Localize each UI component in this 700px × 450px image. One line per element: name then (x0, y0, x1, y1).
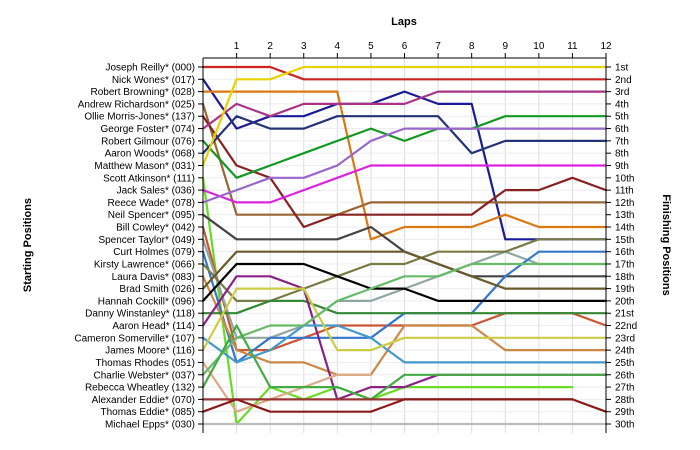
starting-position-label: Michael Epps* (030) (105, 420, 195, 431)
series-line-21 (201, 299, 608, 315)
finishing-position-label: 11th (615, 186, 634, 197)
finishing-position-label: 2nd (615, 75, 632, 86)
finishing-position-label: 7th (615, 136, 629, 147)
starting-position-label: Nick Wones* (017) (112, 75, 195, 86)
series-line-26 (201, 262, 608, 376)
series-layer (201, 65, 608, 426)
starting-position-label: Thomas Rhodes (051) (96, 358, 196, 369)
series-line-4 (201, 102, 608, 216)
finishing-position-label: 22nd (615, 321, 637, 332)
series-line-18 (201, 275, 608, 376)
series-line-20 (201, 262, 608, 302)
series-line-10 (201, 176, 574, 426)
starting-position-label: Robert Browning* (028) (91, 87, 196, 98)
starting-position-label: Bill Cowley* (042) (116, 223, 195, 234)
finishing-position-label: 24th (615, 346, 634, 357)
series-line-9 (201, 65, 608, 167)
finishing-position-label: 6th (615, 124, 629, 135)
x-tick-label: 12 (600, 41, 612, 52)
finishing-position-label: 8th (615, 149, 629, 160)
finishing-position-label: 19th (615, 284, 634, 295)
finishing-position-label: 1st (615, 63, 629, 74)
starting-position-label: Robert Gilmour (076) (101, 136, 195, 147)
x-tick-label: 4 (335, 41, 341, 52)
finishing-position-label: 15th (615, 235, 634, 246)
starting-position-label: Thomas Eddie* (085) (101, 407, 196, 418)
series-line-29 (201, 398, 608, 413)
finishing-position-label: 29th (615, 407, 634, 418)
x-tick-label: 6 (402, 41, 408, 52)
finishing-position-label: 23rd (615, 333, 635, 344)
starting-position-label: Rebecca Wheatley (132) (85, 383, 195, 394)
x-tick-label: 3 (301, 41, 307, 52)
starting-position-label: Alexander Eddie* (070) (92, 395, 195, 406)
series-line-24 (201, 287, 608, 352)
starting-position-label: Hannah Cockill* (096) (98, 296, 195, 307)
x-tick-label: 7 (435, 41, 441, 52)
starting-position-label: Aaron Woods* (068) (105, 149, 195, 160)
finishing-position-label: 25th (615, 358, 634, 369)
starting-position-label: Spencer Taylor* (049) (98, 235, 195, 246)
series-line-1 (201, 65, 608, 81)
starting-position-label: Ollie Morris-Jones* (137) (84, 112, 195, 123)
starting-position-label: George Foster* (074) (101, 124, 196, 135)
series-line-8 (201, 115, 608, 155)
starting-position-label: Aaron Head* (114) (112, 321, 195, 332)
axes (198, 53, 611, 433)
y-axis-title: Starting Positions (22, 198, 34, 292)
finishing-position-label: 16th (615, 247, 634, 258)
series-line-12 (201, 127, 608, 204)
finishing-position-label: 10th (615, 173, 634, 184)
starting-position-label: Reece Wade* (078) (108, 198, 195, 209)
finishing-position-label: 14th (615, 223, 634, 234)
x-tick-label: 11 (567, 41, 578, 52)
finishing-position-label: 18th (615, 272, 634, 283)
finishing-position-label: 20th (615, 296, 634, 307)
starting-position-label: James Moore* (116) (105, 346, 195, 357)
starting-position-label: Danny Winstanley* (118) (85, 309, 195, 320)
series-line-23 (201, 324, 608, 364)
series-line-3 (201, 90, 608, 241)
finishing-position-label: 5th (615, 112, 629, 123)
starting-position-label: Matthew Mason* (031) (94, 161, 195, 172)
starting-position-label: Cameron Somerville* (107) (74, 333, 195, 344)
y2-axis-title: Finishing Positions (660, 194, 672, 295)
x-tick-label: 8 (469, 41, 475, 52)
series-line-6 (201, 90, 608, 130)
x-tick-label: 2 (267, 41, 273, 52)
finishing-position-label: 9th (615, 161, 629, 172)
x-tick-label: 10 (533, 41, 545, 52)
finishing-position-label: 28th (615, 395, 634, 406)
x-tick-label: 5 (368, 41, 374, 52)
finishing-position-label: 4th (615, 99, 629, 110)
series-line-25 (201, 361, 372, 413)
finishing-position-label: 3rd (615, 87, 629, 98)
series-line-11 (201, 164, 608, 204)
finishing-position-label: 13th (615, 210, 634, 221)
finishing-position-label: 12th (615, 198, 634, 209)
series-line-19 (201, 250, 608, 290)
starting-position-label: Joseph Reilly* (000) (106, 63, 196, 74)
finishing-position-label: 21st (615, 309, 634, 320)
starting-position-label: Jack Sales* (036) (117, 186, 195, 197)
finishing-position-label: 27th (615, 383, 634, 394)
x-tick-label: 1 (234, 41, 240, 52)
x-tick-label: 9 (502, 41, 508, 52)
starting-position-label: Laura Davis* (083) (112, 272, 195, 283)
finishing-position-label: 26th (615, 370, 634, 381)
series-line-27 (201, 324, 608, 401)
finishing-position-label: 30th (615, 420, 634, 431)
starting-position-label: Charlie Webster* (037) (93, 370, 195, 381)
starting-position-label: Curt Holmes (079) (113, 247, 195, 258)
x-axis-title: Laps (391, 16, 417, 28)
starting-position-label: Andrew Richardson* (025) (78, 99, 195, 110)
series-line-7 (201, 115, 608, 179)
finishing-position-label: 17th (615, 259, 634, 270)
starting-position-label: Brad Smith (026) (119, 284, 195, 295)
starting-position-label: Scott Atkinson* (111) (103, 173, 195, 184)
starting-position-label: Kirsty Lawrence* (066) (94, 259, 195, 270)
starting-position-label: Neil Spencer* (095) (108, 210, 195, 221)
